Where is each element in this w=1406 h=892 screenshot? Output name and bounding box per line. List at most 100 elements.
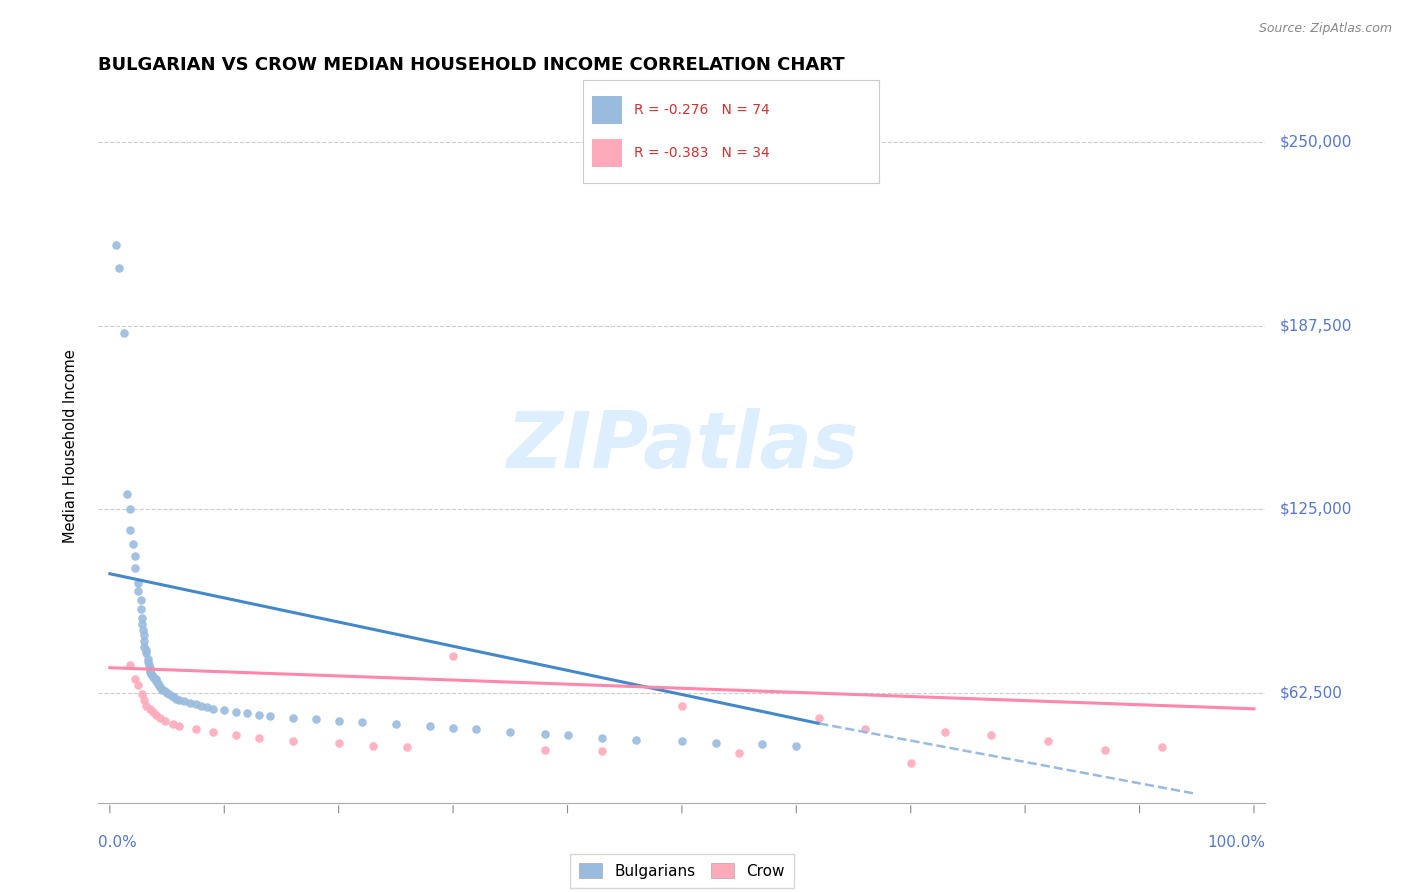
Point bbox=[136, 655, 159, 669]
Point bbox=[281, 734, 304, 748]
Point bbox=[142, 705, 165, 719]
Point bbox=[131, 616, 153, 631]
Point bbox=[121, 537, 143, 551]
Point bbox=[132, 623, 155, 637]
Point bbox=[201, 725, 224, 739]
Point bbox=[441, 648, 464, 663]
Point bbox=[150, 681, 173, 696]
Point bbox=[1094, 743, 1116, 757]
Point bbox=[396, 739, 419, 754]
Point bbox=[120, 502, 142, 516]
Bar bbox=[592, 139, 621, 168]
Point bbox=[156, 686, 179, 700]
Point bbox=[167, 719, 190, 733]
Point bbox=[671, 734, 693, 748]
Point bbox=[225, 705, 247, 719]
Point bbox=[134, 628, 156, 642]
Point bbox=[236, 706, 259, 721]
Point bbox=[900, 756, 922, 771]
Point bbox=[149, 711, 172, 725]
Point bbox=[179, 696, 201, 710]
Y-axis label: Median Household Income: Median Household Income bbox=[63, 349, 77, 543]
Text: R = -0.383   N = 34: R = -0.383 N = 34 bbox=[634, 146, 769, 160]
Point bbox=[135, 643, 157, 657]
Point bbox=[259, 709, 281, 723]
Point bbox=[785, 739, 807, 753]
Point bbox=[124, 561, 146, 575]
Point bbox=[152, 682, 174, 697]
Point bbox=[141, 668, 163, 682]
Bar bbox=[592, 95, 621, 124]
Text: 0.0%: 0.0% bbox=[98, 836, 138, 850]
Point bbox=[149, 680, 172, 694]
Text: $250,000: $250,000 bbox=[1279, 135, 1351, 150]
Point bbox=[139, 661, 162, 675]
Point bbox=[145, 707, 167, 722]
Point bbox=[350, 714, 373, 729]
Point bbox=[167, 693, 190, 707]
Point bbox=[162, 716, 184, 731]
Point bbox=[190, 698, 212, 713]
Point bbox=[146, 675, 169, 690]
Point bbox=[153, 714, 176, 728]
Point bbox=[136, 652, 159, 666]
Point bbox=[328, 714, 350, 728]
Point bbox=[704, 736, 727, 750]
Point bbox=[184, 698, 207, 712]
Point bbox=[129, 593, 152, 607]
Text: ZIPatlas: ZIPatlas bbox=[506, 408, 858, 484]
Text: $62,500: $62,500 bbox=[1279, 685, 1343, 700]
Point bbox=[127, 678, 149, 692]
Point bbox=[134, 634, 156, 648]
Point bbox=[115, 487, 138, 501]
Point bbox=[135, 646, 157, 660]
Point bbox=[728, 746, 751, 760]
Text: $187,500: $187,500 bbox=[1279, 318, 1351, 333]
Point bbox=[305, 712, 328, 726]
Point bbox=[1152, 739, 1174, 754]
Point bbox=[112, 326, 135, 340]
Point bbox=[591, 744, 613, 758]
Point bbox=[135, 698, 157, 713]
Point bbox=[145, 673, 167, 688]
Point bbox=[1036, 734, 1059, 748]
Point bbox=[184, 723, 207, 737]
Point bbox=[465, 723, 488, 737]
Point bbox=[127, 575, 149, 590]
Point bbox=[385, 716, 408, 731]
Legend: Bulgarians, Crow: Bulgarians, Crow bbox=[571, 854, 793, 888]
Point bbox=[751, 737, 773, 751]
Point bbox=[124, 549, 146, 563]
Point bbox=[138, 657, 160, 672]
Point bbox=[146, 677, 169, 691]
Point bbox=[108, 261, 131, 276]
Point bbox=[134, 640, 156, 655]
Point bbox=[143, 671, 166, 685]
Point bbox=[148, 678, 170, 692]
Point bbox=[853, 723, 876, 737]
Point bbox=[671, 698, 693, 713]
Point bbox=[247, 707, 270, 722]
Point bbox=[157, 687, 180, 701]
Point bbox=[124, 673, 146, 687]
Point bbox=[104, 237, 127, 252]
Point bbox=[225, 728, 247, 742]
Point bbox=[624, 732, 647, 747]
Text: $125,000: $125,000 bbox=[1279, 501, 1351, 516]
Point bbox=[281, 711, 304, 725]
Point bbox=[533, 743, 555, 757]
Point bbox=[419, 719, 441, 733]
Point bbox=[145, 673, 167, 687]
Point bbox=[165, 691, 187, 706]
Point bbox=[173, 694, 195, 708]
Text: 100.0%: 100.0% bbox=[1208, 836, 1265, 850]
Point bbox=[934, 725, 956, 739]
Text: Source: ZipAtlas.com: Source: ZipAtlas.com bbox=[1258, 22, 1392, 36]
Point bbox=[195, 700, 218, 714]
Text: BULGARIAN VS CROW MEDIAN HOUSEHOLD INCOME CORRELATION CHART: BULGARIAN VS CROW MEDIAN HOUSEHOLD INCOM… bbox=[98, 56, 845, 74]
Point bbox=[139, 665, 162, 679]
Point bbox=[201, 702, 224, 716]
Point bbox=[499, 725, 522, 739]
Point bbox=[980, 728, 1002, 742]
Point bbox=[591, 731, 613, 746]
